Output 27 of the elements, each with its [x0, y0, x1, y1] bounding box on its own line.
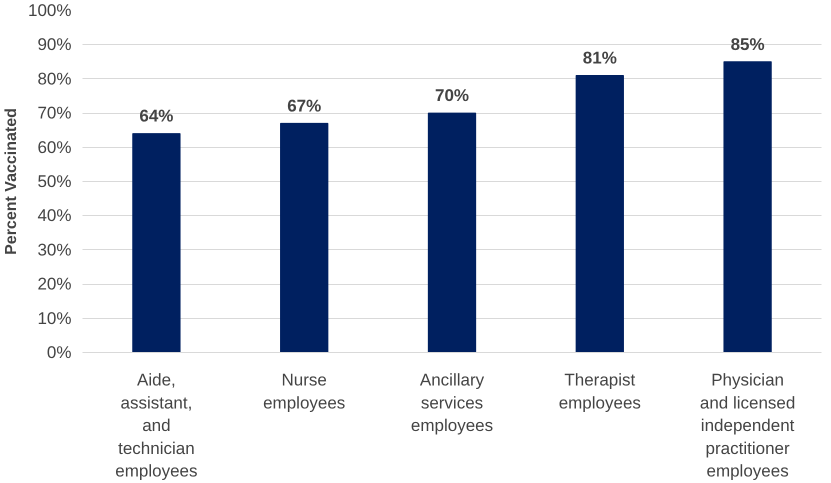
- bar: [280, 122, 328, 352]
- bar: [132, 133, 181, 352]
- data-label: 70%: [434, 86, 470, 106]
- y-tick-label: 10%: [37, 308, 72, 328]
- bar: [576, 74, 624, 352]
- x-tick-label: Therapist employees: [558, 370, 641, 412]
- bar: [723, 61, 772, 352]
- y-tick-label: 30%: [37, 240, 72, 260]
- data-label: 81%: [582, 48, 617, 68]
- bar: [428, 112, 476, 352]
- data-label: 67%: [287, 96, 322, 116]
- y-tick-label: 0%: [46, 343, 72, 362]
- y-tick-label: 20%: [37, 274, 72, 294]
- x-tick-label: Aide, assistant, and technician employees: [115, 370, 198, 481]
- y-tick-label: 80%: [37, 69, 72, 88]
- data-label: 85%: [730, 34, 765, 54]
- y-tick-label: 90%: [37, 35, 72, 54]
- x-tick-label: Physician and licensed independent practitioner employees: [700, 370, 796, 481]
- y-tick-label: 60%: [37, 138, 72, 157]
- y-tick-label: 70%: [37, 104, 72, 123]
- y-axis-title: Percent Vaccinated: [3, 108, 20, 255]
- x-tick-label: Nurse employees: [263, 370, 346, 412]
- x-tick-label: Ancillary services employees: [410, 370, 494, 436]
- data-label: 64%: [139, 106, 174, 126]
- y-tick-label: 50%: [37, 172, 72, 191]
- y-tick-label: 100%: [28, 1, 72, 20]
- y-tick-label: 40%: [37, 206, 72, 226]
